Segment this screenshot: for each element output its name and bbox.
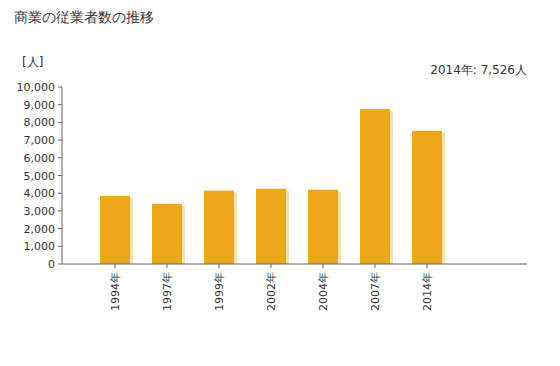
y-tick [58,175,62,176]
title: 商業の従業者数の推移 [14,9,154,25]
bar-shadow [182,206,185,264]
bar [412,131,442,264]
y-axis-label: [人] [22,55,43,69]
y-tick-label: 6,000 [24,152,56,165]
x-tick [115,264,116,268]
y-tick-label: 5,000 [24,170,56,183]
y-tick-label: 9,000 [24,99,56,112]
y-tick-label: 0 [48,258,55,271]
y-tick [58,193,62,194]
chart: 商業の従業者数の推移 [人] 2014年: 7,526人 0 1,000 2,000 3,0… [0,0,560,366]
x-tick-label: 2014年 [421,272,434,311]
y-tick-label: 3,000 [24,205,56,218]
bar [152,204,182,264]
y-tick-label: 10,000 [17,81,56,94]
x-tick-label: 2004年 [317,272,330,311]
bars [100,109,445,264]
x-tick-label: 2007年 [369,272,382,311]
y-tick [58,210,62,211]
y-tick [58,104,62,105]
bar-shadow [234,193,237,264]
y-tick-label: 1,000 [24,240,56,253]
y-tick [58,246,62,247]
y-tick [58,140,62,141]
x-tick [219,264,220,268]
chart-container: 商業の従業者数の推移 [人] 2014年: 7,526人 0 1,000 2,000 3,0… [0,0,560,366]
x-tick-label: 1997年 [161,272,174,311]
bar [204,191,234,264]
x-tick [167,264,168,268]
bar-shadow [390,111,393,264]
x-tick-label: 1994年 [109,272,122,311]
bar-shadow [338,192,341,264]
bar [256,189,286,264]
x-tick [323,264,324,268]
bar [308,190,338,264]
x-tick [271,264,272,268]
y-tick [58,228,62,229]
x-tick-label: 2002年 [265,272,278,311]
bar [100,196,130,264]
y-tick [58,122,62,123]
x-tick [375,264,376,268]
y-tick-label: 2,000 [24,223,56,236]
bar-shadow [130,198,133,264]
y-axis [62,87,63,264]
y-tick [58,157,62,158]
y-tick-label: 4,000 [24,187,56,200]
bar-shadow [286,191,289,264]
annotation: 2014年: 7,526人 [430,63,527,77]
y-tick-label: 7,000 [24,134,56,147]
x-tick [427,264,428,268]
bar-shadow [442,133,445,264]
y-tick [58,87,62,88]
x-tick-label: 1999年 [213,272,226,311]
y-tick [58,264,62,265]
bar [360,109,390,264]
x-axis [62,264,527,265]
y-tick-label: 8,000 [24,116,56,129]
